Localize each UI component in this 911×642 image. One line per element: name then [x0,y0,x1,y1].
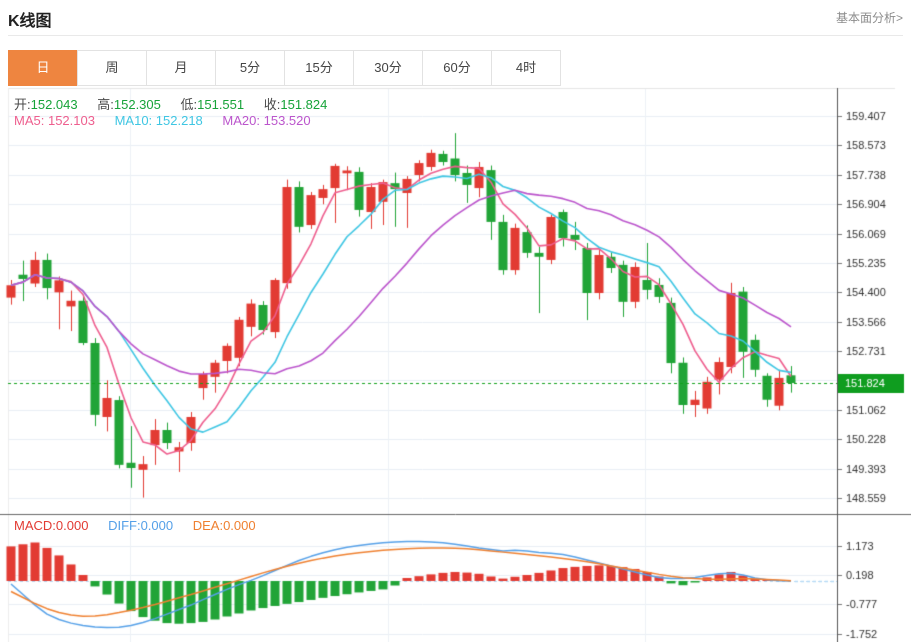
ma-readout: MA5: 152.103 MA10: 152.218 MA20: 153.520 [14,113,327,128]
macd-readout: MACD:0.000 DIFF:0.000 DEA:0.000 [14,518,272,533]
tab-60min[interactable]: 60分 [422,50,492,86]
macd-value: 0.000 [55,518,89,533]
ohlc-readout: 开:152.043 高:152.305 低:151.551 收:151.824 [14,94,343,113]
tab-day[interactable]: 日 [8,50,78,86]
diff-value: 0.000 [140,518,174,533]
tab-5min[interactable]: 5分 [215,50,285,86]
page-title: K线图 [8,13,52,30]
close-value: 151.824 [280,97,328,112]
dea-value: 0.000 [223,518,256,533]
high-label: 高: [97,97,114,112]
ma10-value: 152.218 [155,113,203,128]
close-label: 收: [263,97,281,112]
tab-15min[interactable]: 15分 [284,50,354,86]
ma5-value: 152.103 [47,113,95,128]
high-value: 152.305 [113,97,161,112]
dea-label: DEA: [192,518,224,533]
period-tabs: 日 周 月 5分 15分 30分 60分 4时 [8,50,561,86]
ma10-label: MA10: [114,113,153,128]
tab-4hour[interactable]: 4时 [491,50,561,86]
tab-week[interactable]: 周 [77,50,147,86]
open-value: 152.043 [30,97,78,112]
ma20-label: MA20: [222,113,260,128]
ma5-label: MA5: [14,113,45,128]
low-value: 151.551 [197,97,245,112]
diff-label: DIFF: [108,518,141,533]
tab-30min[interactable]: 30分 [353,50,423,86]
page-header: K线图 基本面分析> [8,0,903,36]
open-label: 开: [14,97,31,112]
low-label: 低: [180,97,198,112]
ma20-value: 153.520 [263,113,311,128]
macd-label: MACD: [14,518,56,533]
tab-month[interactable]: 月 [146,50,216,86]
fundamental-analysis-link[interactable]: 基本面分析> [835,11,903,25]
